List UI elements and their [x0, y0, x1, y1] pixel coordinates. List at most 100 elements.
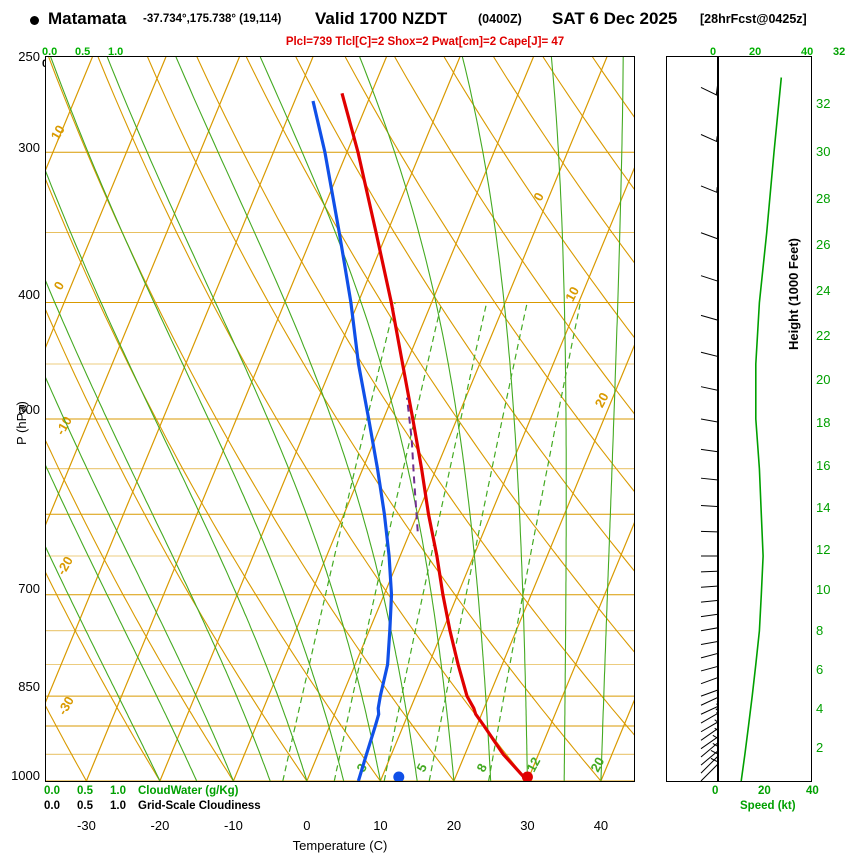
mixing-ratio-label-12: 12	[523, 755, 543, 775]
height-tick-10: 10	[816, 582, 831, 598]
moist-adiabat-5	[50, 57, 345, 781]
wind-barb-canvas	[700, 85, 717, 781]
moist-adiabat-20	[259, 57, 455, 781]
height-axis-title: Height (1000 Feet)	[786, 238, 801, 350]
wind-barb	[700, 477, 717, 481]
valid-date: SAT 6 Dec 2025	[552, 9, 678, 28]
forecast-info: [28hrFcst@0425z]	[700, 12, 807, 26]
moist-adiabat-25	[359, 57, 492, 781]
isotherm--10	[232, 57, 534, 781]
wind-barb	[700, 570, 717, 573]
wind-barb	[700, 232, 717, 240]
height-tick-24: 24	[816, 282, 831, 298]
header: Matamata -37.734°,175.738° (19,114) Vali…	[0, 8, 850, 34]
wind-barb	[700, 719, 717, 741]
temperature-tick--20: -20	[150, 818, 170, 833]
sounding-parameters: Plcl=739 Tlcl[C]=2 Shox=2 Pwat[cm]=2 Cap…	[285, 36, 565, 48]
height-tick-30: 30	[816, 143, 831, 159]
temperature-tick-10: 10	[373, 818, 388, 833]
temperature-profile	[340, 92, 529, 781]
wind-barb	[700, 757, 717, 781]
mixing-ratio-label-20: 20	[587, 755, 607, 775]
height-tick-8: 8	[816, 622, 824, 638]
dry-adiabat-10	[46, 178, 381, 781]
wind-barb	[700, 689, 717, 697]
wind-barb	[700, 275, 717, 282]
cloudiness-tick-bottom-2: 1.0	[110, 800, 126, 812]
temperature-tick-30: 30	[520, 818, 535, 833]
pressure-tick-850: 850	[18, 679, 40, 694]
isotherm-label-10: 10	[562, 284, 582, 304]
wind-speed-canvas	[740, 77, 783, 781]
moist-adiabat--10	[46, 377, 234, 781]
isotherm--60	[46, 57, 167, 348]
moist-adiabat-30	[461, 57, 528, 781]
cloudwater-legend-label: CloudWater (g/Kg)	[138, 785, 239, 797]
speed-axis-title: Speed (kt)	[740, 800, 796, 812]
station-marker-icon	[30, 16, 39, 25]
height-tick-26: 26	[816, 237, 831, 253]
height-tick-18: 18	[816, 415, 831, 431]
wind-barb	[700, 701, 717, 715]
height-tick-12: 12	[816, 541, 831, 557]
wind-barb	[700, 712, 717, 733]
isotherm--30	[85, 57, 387, 781]
mixing-ratio-label-8: 8	[473, 761, 490, 774]
cloudwater-tick-bottom-0: 0.0	[44, 785, 60, 797]
height-tick-20: 20	[816, 371, 831, 387]
cloudwater-tick-top-1: 0.5	[75, 46, 91, 58]
isotherm-10	[379, 167, 634, 781]
mixing-ratio-5	[333, 302, 443, 781]
wind-barb	[700, 666, 717, 672]
temperature-tick--10: -10	[224, 818, 243, 833]
dry-adiabat-50	[196, 57, 634, 736]
pressure-tick-700: 700	[18, 581, 40, 596]
pressure-axis-title: P (hPa)	[14, 401, 29, 445]
speed-tick-bottom-2: 40	[806, 785, 819, 797]
dry-adiabat-label-0: 0	[51, 279, 68, 293]
moist-adiabat-15	[175, 57, 418, 781]
dry-adiabat-label-10: 10	[48, 122, 68, 142]
pressure-tick-400: 400	[18, 287, 40, 302]
pressure-tick-1000: 1000	[11, 768, 40, 783]
temperature-marker	[521, 771, 533, 781]
wind-barb	[700, 448, 717, 453]
mixing-ratio-20	[488, 302, 581, 781]
wind-barb	[701, 555, 717, 557]
wind-barb	[700, 585, 717, 588]
isotherm--50	[46, 57, 240, 526]
height-tick-32: 32	[816, 95, 831, 111]
speed-tick-top-1: 20	[749, 46, 762, 58]
dry-adiabat--10	[46, 440, 234, 781]
skewt-plot-area[interactable]: 0 10 20 10 0 -10 -20 -30 3 5 8 12 20	[45, 56, 635, 782]
mixing-ratio-3	[282, 302, 396, 781]
wind-barb	[700, 418, 717, 423]
pressure-tick-250: 250	[18, 49, 40, 64]
wind-barb	[700, 653, 717, 659]
height-tick-top: 32	[833, 46, 846, 58]
dewpoint-marker	[393, 771, 405, 781]
wind-barb	[700, 599, 717, 603]
wind-barb	[700, 134, 717, 143]
temperature-axis-title: Temperature (C)	[292, 838, 388, 853]
cloudwater-tick-top-2: 1.0	[108, 46, 124, 58]
height-tick-14: 14	[816, 500, 831, 516]
speed-tick-bottom-1: 20	[758, 785, 771, 797]
moist-adiabat-0	[46, 170, 308, 781]
wind-barb	[700, 613, 717, 618]
cloudwater-tick-bottom-1: 0.5	[77, 785, 93, 797]
speed-tick-top-2: 40	[801, 46, 814, 58]
cloudwater-tick-top-0: 0.0	[42, 46, 58, 58]
dry-adiabat-label--30: -30	[55, 694, 77, 718]
cloudiness-tick-bottom-1: 0.5	[77, 800, 93, 812]
height-tick-22: 22	[816, 327, 831, 343]
wind-barb	[700, 314, 717, 321]
mixing-ratio-8	[383, 302, 488, 781]
dry-adiabat-0	[46, 309, 308, 781]
cloudwater-tick-bottom-2: 1.0	[110, 785, 126, 797]
wind-barb	[700, 627, 717, 632]
height-tick-28: 28	[816, 190, 831, 206]
moist-adiabat-40	[600, 57, 624, 781]
dry-adiabat-60	[245, 57, 634, 653]
